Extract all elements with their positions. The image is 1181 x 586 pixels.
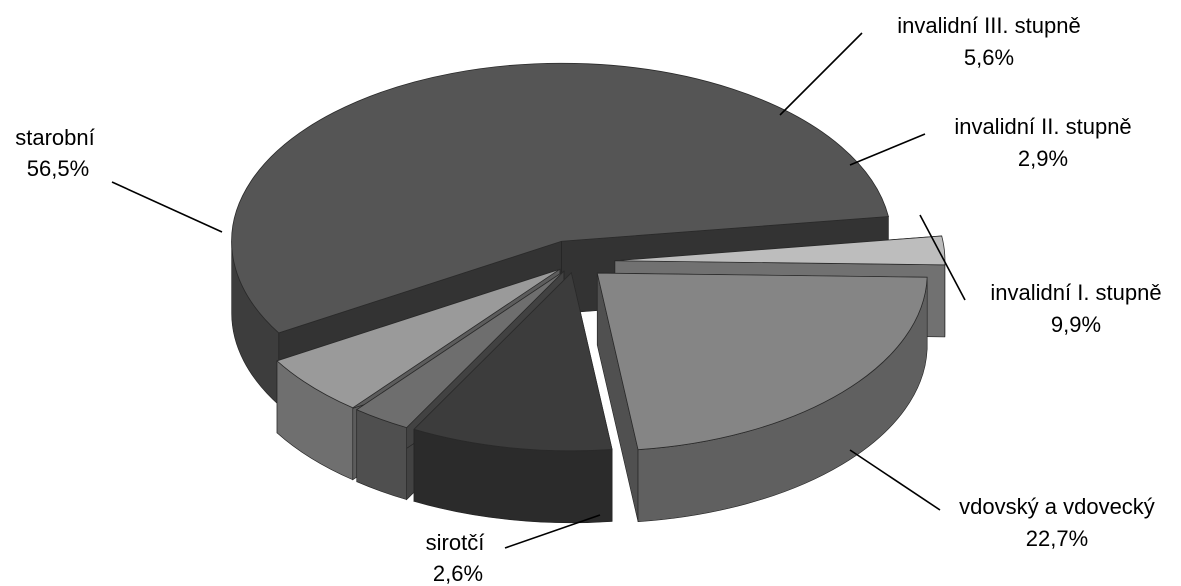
pie-slice-starobni	[231, 62, 889, 334]
leader-line-vdovsky	[849, 449, 941, 511]
slice-value-sirotci: 2,6%	[433, 561, 483, 586]
pie-3d-tops	[231, 62, 946, 452]
slice-label-vdovsky: vdovský a vdovecký	[959, 494, 1155, 519]
leader-line-starobni	[111, 181, 223, 233]
pie-slice-sirotci	[614, 235, 946, 266]
slice-value-invalidni-ii: 2,9%	[1018, 146, 1068, 171]
pie-slice-invalidni-iii	[276, 268, 561, 409]
leader-line-sirotci	[504, 514, 601, 549]
leader-line-invalidni-ii	[849, 133, 926, 166]
slice-value-starobni: 56,5%	[27, 156, 89, 181]
slice-value-invalidni-iii: 5,6%	[964, 45, 1014, 70]
slice-label-invalidni-ii: invalidní II. stupně	[954, 114, 1131, 139]
leader-lines	[111, 32, 966, 549]
leader-line-invalidni-iii	[779, 32, 863, 116]
pie-slice-vdovsky	[596, 272, 928, 451]
pie-slice-invalidni-ii	[355, 270, 565, 429]
slice-value-vdovsky: 22,7%	[1026, 526, 1088, 551]
slice-label-invalidni-i: invalidní I. stupně	[990, 280, 1161, 305]
slice-value-invalidni-i: 9,9%	[1051, 312, 1101, 337]
slice-label-invalidni-iii: invalidní III. stupně	[897, 13, 1080, 38]
leader-line-invalidni-i	[919, 214, 966, 301]
slice-label-sirotci: sirotčí	[426, 530, 485, 555]
pie-slice-invalidni-i	[413, 272, 613, 452]
slice-label-starobni: starobní	[15, 125, 95, 150]
